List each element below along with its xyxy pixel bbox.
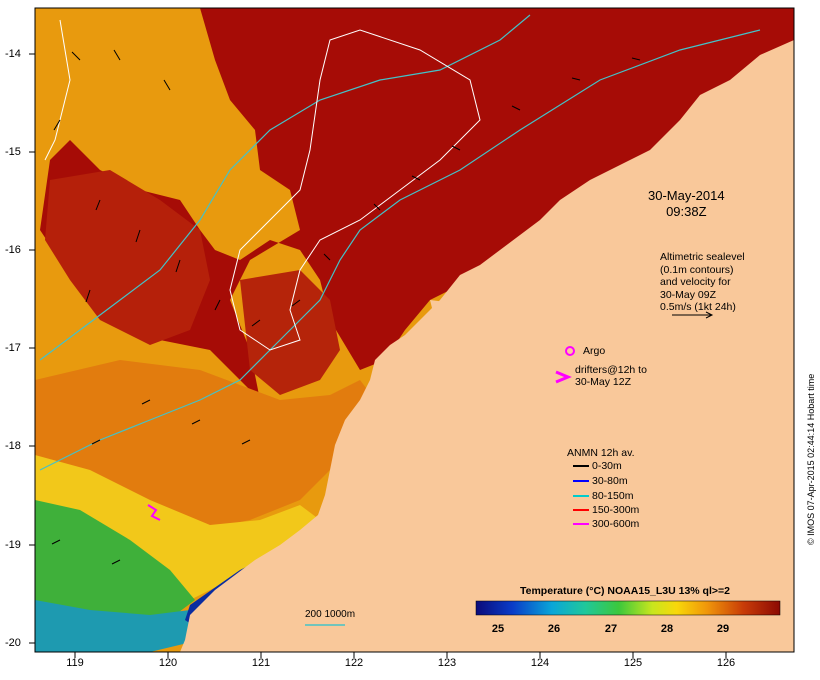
lat-tick-6: -20 [5,637,21,649]
altimetry-contour-b [39,29,761,471]
image-date: 30-May-2014 09:38Z [648,188,725,219]
lon-tick-1: 120 [158,657,178,669]
colorbar-tick-4: 29 [716,623,730,635]
credit-text: © IMOS 07-Apr-2015 02:44:14 Hobart time [806,373,816,545]
lat-tick-1: -15 [5,146,21,158]
anmn-item-2: 80-150m [592,490,634,502]
lat-tick-4: -18 [5,440,21,452]
cool-water-teal [35,600,200,652]
velocity-arrows [51,49,641,565]
peninsula-land [430,300,520,390]
lon-tick-3: 122 [344,657,364,669]
lon-tick-6: 125 [623,657,643,669]
colorbar-title: Temperature (°C) NOAA15_L3U 13% ql>=2 [520,585,730,597]
anmn-item-1: 30-80m [592,475,628,487]
lat-tick-5: -19 [5,539,21,551]
anmn-item-4: 300-600m [592,518,640,530]
lon-tick-5: 124 [530,657,550,669]
cool-water-green [35,500,195,620]
warm-water-region [40,8,794,400]
drifters-label: drifters@12h to 30-May 12Z [575,364,647,388]
lat-tick-2: -16 [5,244,21,256]
warm-water-central [240,270,340,395]
altimetry-contour-c [44,19,71,161]
colorbar-tick-0: 25 [491,623,505,635]
colorbar-tick-2: 27 [604,623,618,635]
lat-tick-0: -14 [5,48,21,60]
lon-tick-0: 119 [66,657,84,669]
altimetry-legend: Altimetric sealevel (0.1m contours) and … [660,251,745,313]
drifter-track [147,504,161,521]
argo-symbol [565,346,575,356]
anmn-arrows [573,465,589,525]
anmn-item-0: 0-30m [592,460,622,472]
bathymetry-scale-label: 200 1000m [305,609,356,620]
axis-ticks [29,53,727,658]
argo-label: Argo [583,345,606,357]
drifter-symbol [555,370,572,384]
map-frame [34,7,795,653]
colorbar-tick-1: 26 [547,623,561,635]
lon-tick-4: 123 [437,657,457,669]
altimetry-contour-d [229,29,481,351]
anmn-title: ANMN 12h av. [567,447,635,459]
colorbar-tick-3: 28 [660,623,674,635]
yellow-water-band [35,455,320,600]
colorbar [475,600,781,616]
lon-tick-2: 121 [251,657,271,669]
lat-tick-3: -17 [5,342,21,354]
altimetry-scale-arrowhead [705,311,714,319]
lon-tick-7: 126 [716,657,736,669]
anmn-item-3: 150-300m [592,504,640,516]
altimetry-contour-a [39,14,531,361]
